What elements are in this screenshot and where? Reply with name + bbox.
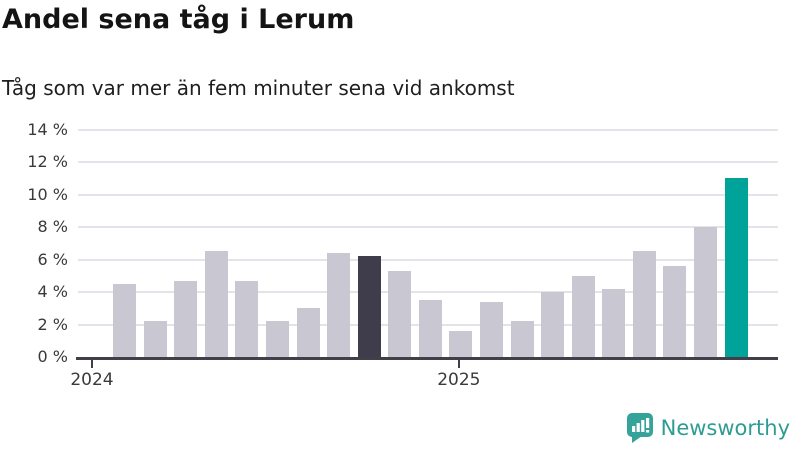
gridline-8 (78, 226, 778, 228)
gridline-10 (78, 193, 778, 196)
bar-2024-09 (357, 256, 381, 357)
bar-2025-03 (541, 292, 565, 357)
chart-subtitle: Tåg som var mer än fem minuter sena vid … (2, 76, 515, 100)
x-axis-line (76, 357, 778, 360)
x-axis-tick-2024 (91, 360, 93, 368)
y-axis-tick-label: 12 % (27, 152, 68, 171)
gridline-6 (78, 258, 778, 261)
newsworthy-logo[interactable]: Newsworthy (626, 412, 790, 444)
bar-2024-01 (113, 283, 137, 357)
newsworthy-speech-bubble-icon (626, 413, 653, 443)
bar-2024-02 (143, 321, 167, 357)
bar-2025-02 (510, 321, 534, 357)
newsworthy-logo-text: Newsworthy (660, 416, 790, 440)
bar-2025-05 (602, 288, 626, 357)
y-axis-tick-label: 0 % (37, 347, 68, 366)
bar-2024-10 (388, 270, 412, 357)
y-axis-tick-label: 6 % (37, 249, 68, 269)
bar-2024-11 (418, 300, 442, 357)
bar-2024-07 (296, 308, 320, 357)
y-axis-tick-label: 8 % (37, 217, 68, 236)
bar-2024-04 (204, 251, 228, 357)
chart-title: Andel sena tåg i Lerum (2, 4, 355, 35)
gridline-4 (78, 291, 778, 293)
y-axis-tick-label: 10 % (27, 184, 68, 204)
x-axis-tick-label-2024: 2024 (70, 370, 114, 390)
bar-2024-06 (266, 321, 290, 357)
bar-2025-01 (480, 301, 504, 357)
bar-2024-05 (235, 280, 259, 357)
y-axis-tick-label: 2 % (37, 314, 68, 334)
bar-2024-12 (449, 331, 473, 357)
y-axis-tick-label: 4 % (37, 282, 68, 301)
x-axis-tick-2025 (457, 360, 460, 368)
y-axis-tick-label: 14 % (27, 119, 68, 139)
x-axis-tick-label-2025: 2025 (437, 370, 481, 390)
bar-2025-07 (663, 266, 687, 357)
bar-2024-08 (327, 253, 351, 357)
bar-2024-03 (174, 280, 198, 357)
bar-2025-04 (571, 275, 595, 357)
gridline-12 (78, 161, 778, 163)
bar-2025-06 (632, 251, 656, 357)
bar-2025-09 (724, 178, 748, 357)
gridline-14 (78, 128, 778, 131)
bar-2025-08 (694, 227, 718, 357)
